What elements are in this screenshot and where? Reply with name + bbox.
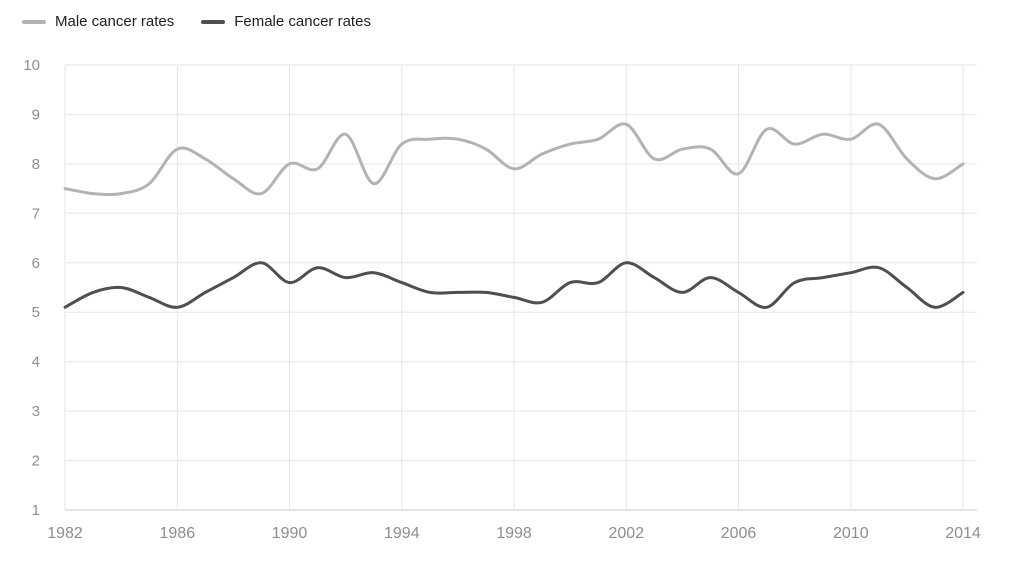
x-axis-tick-label: 1990 (272, 525, 308, 542)
x-axis-tick-label: 2010 (833, 525, 869, 542)
female-line-swatch-icon (201, 20, 226, 24)
male-legend-label: Male cancer rates (55, 13, 175, 30)
female-cancer-rates-line (63, 261, 965, 309)
y-axis-tick-label: 8 (32, 156, 40, 173)
y-axis-tick-label: 7 (32, 205, 40, 222)
y-axis-tick-label: 3 (32, 403, 40, 420)
male-line-swatch-icon (22, 20, 46, 24)
male-cancer-rates-line (63, 122, 965, 197)
y-axis-tick-label: 1 (32, 502, 40, 519)
x-axis-tick-label: 1998 (496, 525, 532, 542)
y-axis-tick-label: 6 (32, 255, 40, 272)
chart-legend: Male cancer rates Female cancer rates (22, 12, 371, 32)
y-axis-tick-label: 10 (23, 57, 40, 74)
legend-item-female: Female cancer rates (201, 12, 371, 32)
female-legend-label: Female cancer rates (234, 13, 371, 30)
y-axis-tick-label: 9 (32, 106, 40, 123)
y-axis-tick-label: 5 (32, 304, 40, 321)
x-axis-tick-label: 2006 (721, 525, 757, 542)
x-axis-tick-label: 2014 (945, 525, 981, 542)
y-axis-tick-label: 4 (32, 354, 40, 371)
x-axis-tick-label: 2002 (609, 525, 645, 542)
x-axis-tick-label: 1994 (384, 525, 420, 542)
x-axis-tick-label: 1982 (47, 525, 83, 542)
x-axis-tick-label: 1986 (160, 525, 196, 542)
y-axis-tick-label: 2 (32, 453, 40, 470)
legend-item-male: Male cancer rates (22, 12, 174, 32)
